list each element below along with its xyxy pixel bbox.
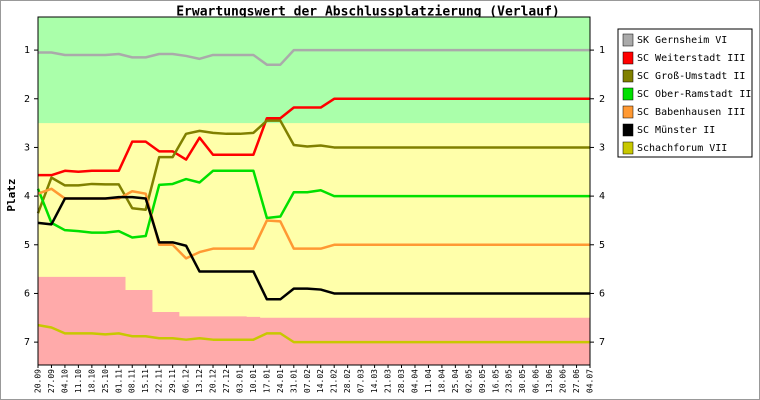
y-axis-label: Platz (5, 178, 18, 211)
x-tick-label: 27.09 (47, 369, 56, 393)
x-tick-label: 14.02 (316, 369, 325, 393)
x-tick-label: 08.11 (128, 369, 137, 393)
x-tick-label: 01.11 (114, 369, 123, 393)
y-tick-label: 6 (24, 288, 30, 299)
x-tick-label: 06.12 (182, 369, 191, 393)
series-line (37, 323, 590, 344)
y-tick-label-right: 5 (599, 240, 605, 251)
x-tick-label: 06.06 (532, 369, 541, 393)
promotion-zone (38, 17, 590, 124)
legend-swatch (622, 141, 634, 155)
x-tick-label: 22.11 (155, 369, 164, 393)
x-tick-label: 27.12 (222, 369, 231, 393)
y-tick-label-right: 4 (599, 191, 605, 202)
legend-swatch (622, 33, 634, 47)
x-tick-label: 25.04 (451, 369, 460, 393)
x-tick-label: 13.12 (195, 369, 204, 393)
y-tick-label: 5 (24, 240, 30, 251)
legend-items: SK Gernsheim VI SC Weiterstadt III SC Groß… (622, 33, 751, 155)
legend-label: SC Ober-Ramstadt II (637, 89, 751, 100)
x-tick-label: 25.10 (101, 369, 110, 393)
x-tick-label: 29.11 (168, 369, 177, 393)
plot-border (37, 16, 591, 366)
series-line (37, 195, 590, 301)
lines (36, 48, 590, 344)
x-tick-label: 20.06 (559, 369, 568, 393)
x-tick-label: 10.01 (249, 369, 258, 393)
x-tick-label: 04.04 (410, 369, 419, 393)
x-tick-label: 20.12 (209, 369, 218, 393)
legend-swatch (622, 105, 634, 119)
x-tick-label: 18.10 (87, 369, 96, 393)
legend-label: Schachforum VII (637, 143, 727, 154)
x-tick-label: 28.02 (343, 369, 352, 393)
y-tick-label: 4 (24, 191, 30, 202)
x-tick-label: 16.05 (491, 369, 500, 393)
y-tick-label: 7 (24, 337, 30, 348)
x-tick-label: 30.05 (518, 369, 527, 393)
legend-label: SC Babenhausen III (637, 107, 745, 118)
legend-swatch (622, 51, 634, 65)
legend-label: SC Weiterstadt III (637, 53, 745, 64)
x-tick-label: 27.06 (572, 369, 581, 393)
x-tick-label: 04.07 (586, 369, 595, 393)
legend-swatch (622, 69, 634, 83)
series-line (38, 48, 590, 66)
x-tick-label: 15.11 (141, 369, 150, 393)
y-tick-label-right: 7 (599, 337, 605, 348)
y-tick-label: 3 (24, 142, 30, 153)
series-line (36, 169, 590, 239)
series-line (38, 97, 590, 177)
legend-label: SC Münster II (637, 125, 715, 136)
x-tick-label: 23.05 (505, 369, 514, 393)
y-tick-label-right: 1 (599, 45, 605, 56)
x-tick-label: 14.03 (370, 369, 379, 393)
legend-swatch (622, 87, 634, 101)
x-tick-label: 17.01 (262, 369, 271, 393)
y-tick-label-right: 3 (599, 142, 605, 153)
x-tick-label: 03.01 (235, 369, 244, 393)
x-tick-label: 07.02 (303, 369, 312, 393)
y-tick-label-right: 6 (599, 288, 605, 299)
x-tick-label: 28.03 (397, 369, 406, 393)
legend-label: SK Gernsheim VI (637, 35, 727, 46)
legend (617, 28, 753, 158)
axes: 1 1 2 2 3 3 4 4 5 5 6 6 7 7 20.09 27.09 04.10 11.10 18.10 2… (24, 45, 605, 393)
y-tick-label-right: 2 (599, 94, 605, 105)
x-tick-label: 31.01 (289, 369, 298, 393)
legend-swatch (622, 123, 634, 137)
y-tick-label: 1 (24, 45, 30, 56)
x-tick-label: 09.05 (478, 369, 487, 393)
x-tick-label: 21.03 (384, 369, 393, 393)
x-tick-label: 04.10 (60, 369, 69, 393)
series-line (36, 119, 590, 214)
y-tick-label: 2 (24, 94, 30, 105)
x-tick-label: 21.02 (330, 369, 339, 393)
x-tick-label: 07.03 (357, 369, 366, 393)
x-tick-label: 24.01 (276, 369, 285, 393)
chart-title: Erwartungswert der Abschlussplatzierung … (176, 5, 560, 20)
series-line (37, 187, 590, 260)
x-tick-label: 02.05 (464, 369, 473, 393)
legend-label: SC Groß-Umstadt II (637, 71, 745, 82)
x-tick-label: 11.04 (424, 369, 433, 393)
x-tick-label: 18.04 (437, 369, 446, 393)
x-tick-label: 13.06 (545, 369, 554, 393)
x-tick-label: 11.10 (74, 369, 83, 393)
x-tick-label: 20.09 (34, 369, 43, 393)
